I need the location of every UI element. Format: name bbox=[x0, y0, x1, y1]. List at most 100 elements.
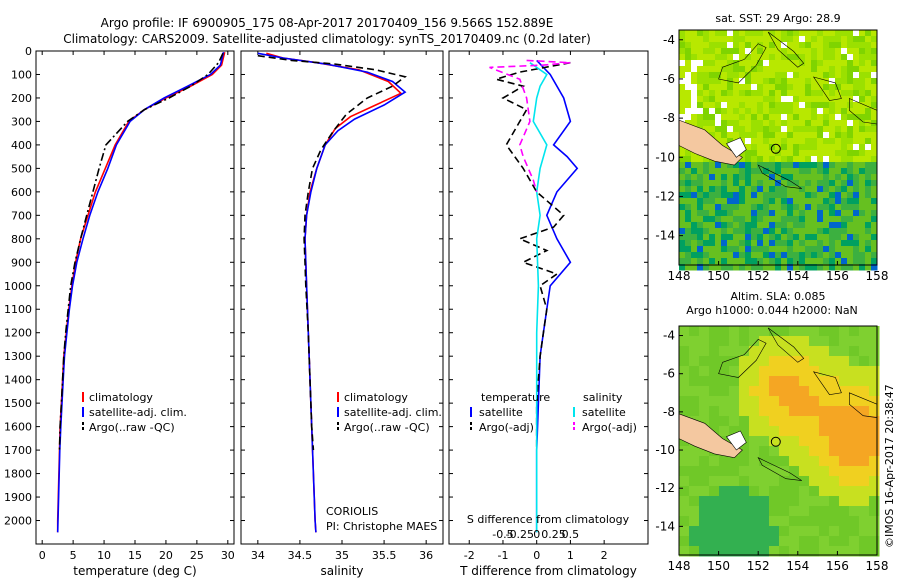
map-cell bbox=[757, 264, 764, 271]
map-cell bbox=[799, 258, 806, 265]
map-cell bbox=[859, 376, 870, 387]
map-cell bbox=[849, 376, 860, 387]
land-new-britain bbox=[718, 339, 767, 378]
map-cell bbox=[691, 162, 698, 169]
map-cell bbox=[809, 416, 820, 427]
map-cell bbox=[809, 376, 820, 387]
map-cell bbox=[751, 120, 758, 127]
map-cell bbox=[871, 120, 878, 127]
map-cell bbox=[841, 72, 848, 79]
x-tick-label: 20 bbox=[159, 549, 173, 562]
map-cell bbox=[757, 150, 764, 157]
map-cell bbox=[721, 78, 728, 85]
map-cell bbox=[691, 120, 698, 127]
map-cell bbox=[739, 108, 746, 115]
map-cell bbox=[793, 210, 800, 217]
map-cell bbox=[841, 192, 848, 199]
map-cell bbox=[835, 30, 842, 37]
map-cell bbox=[733, 102, 740, 109]
map-cell bbox=[697, 72, 704, 79]
map-cell bbox=[789, 416, 800, 427]
map-cell bbox=[721, 102, 728, 109]
map-cell bbox=[859, 174, 866, 181]
map-cell bbox=[757, 222, 764, 229]
map-cell bbox=[685, 48, 692, 55]
map-cell bbox=[709, 506, 720, 517]
map-cell bbox=[799, 346, 810, 357]
map-cell bbox=[839, 406, 850, 417]
map-cell bbox=[835, 144, 842, 151]
map-cell bbox=[849, 486, 860, 497]
map-cell bbox=[817, 174, 824, 181]
map-cell bbox=[739, 216, 746, 223]
map-cell bbox=[829, 54, 836, 61]
map-cell bbox=[751, 180, 758, 187]
map-cell bbox=[859, 198, 866, 205]
map-cell bbox=[859, 366, 870, 377]
map-cell bbox=[733, 96, 740, 103]
map-cell bbox=[839, 396, 850, 407]
map-cell bbox=[721, 42, 728, 49]
map-cell bbox=[727, 162, 734, 169]
map-cell bbox=[817, 222, 824, 229]
map-cell bbox=[715, 198, 722, 205]
map-cell bbox=[763, 66, 770, 73]
map-cell bbox=[721, 84, 728, 91]
map-cell bbox=[763, 228, 770, 235]
map-cell bbox=[739, 536, 750, 547]
map-cell bbox=[871, 162, 878, 169]
map-cell bbox=[805, 252, 812, 259]
map-cell bbox=[691, 48, 698, 55]
map-cell bbox=[829, 156, 836, 163]
map-cell bbox=[763, 102, 770, 109]
map-cell bbox=[823, 54, 830, 61]
map-cell bbox=[763, 126, 770, 133]
map-cell bbox=[865, 192, 872, 199]
map-cell bbox=[859, 180, 866, 187]
map-cell bbox=[709, 204, 716, 211]
map-cell bbox=[697, 180, 704, 187]
map-cell bbox=[727, 258, 734, 265]
map-cell bbox=[685, 240, 692, 247]
map-cell bbox=[715, 162, 722, 169]
map-cell bbox=[859, 132, 866, 139]
y-tick-label: 2000 bbox=[4, 515, 32, 528]
map-cell bbox=[799, 366, 810, 377]
map-cell bbox=[811, 168, 818, 175]
map-cell bbox=[865, 36, 872, 43]
map-cell bbox=[871, 240, 878, 247]
map-cell bbox=[819, 546, 830, 557]
map-cell bbox=[781, 78, 788, 85]
map-cell bbox=[727, 234, 734, 241]
map-cell bbox=[865, 180, 872, 187]
map-cell bbox=[751, 42, 758, 49]
map-cell bbox=[703, 66, 710, 73]
map-cell bbox=[809, 496, 820, 507]
y-tick-label: -14 bbox=[655, 519, 675, 533]
land-new-ireland bbox=[767, 327, 805, 363]
map-cell bbox=[719, 496, 730, 507]
map-cell bbox=[757, 114, 764, 121]
map-cell bbox=[829, 144, 836, 151]
map-cell bbox=[865, 240, 872, 247]
map-cell bbox=[859, 126, 866, 133]
map-cell bbox=[853, 168, 860, 175]
map-cell bbox=[871, 60, 878, 67]
map-cell bbox=[823, 72, 830, 79]
x-tick-label: 158 bbox=[866, 269, 889, 283]
x-tick-label: 30 bbox=[221, 549, 235, 562]
map-cell bbox=[769, 60, 776, 67]
map-cell bbox=[739, 546, 750, 557]
map-cell bbox=[871, 36, 878, 43]
map-cell bbox=[775, 144, 782, 151]
map-cell bbox=[775, 54, 782, 61]
map-cell bbox=[715, 36, 722, 43]
map-cell bbox=[817, 240, 824, 247]
map-cell bbox=[685, 216, 692, 223]
map-cell bbox=[865, 144, 872, 151]
map-cell bbox=[779, 546, 790, 557]
map-cell bbox=[805, 48, 812, 55]
map-cell bbox=[817, 60, 824, 67]
map-cell bbox=[817, 36, 824, 43]
map-cell bbox=[721, 108, 728, 115]
